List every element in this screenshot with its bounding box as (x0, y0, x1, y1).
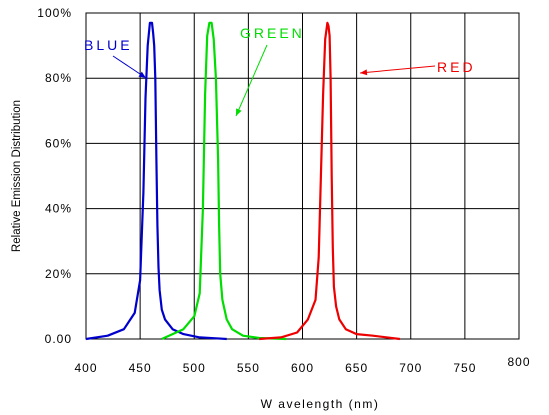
series-arrowhead-green (236, 108, 242, 116)
x-tick-label: 600 (291, 361, 314, 375)
x-tick-label: 450 (129, 361, 152, 375)
y-tick-label: 100% (37, 6, 72, 20)
series-labels: BLUE GREEN RED (84, 25, 476, 117)
y-axis-label: Relative Emission Distribution (11, 100, 23, 252)
grid (86, 13, 519, 339)
series-lines (85, 21, 401, 341)
x-tick-label: 400 (74, 361, 97, 375)
y-tick-label: 40% (45, 202, 72, 216)
y-tick-label: 80% (45, 71, 72, 85)
series-arrow-red (359, 65, 436, 74)
x-tick-labels: 400 450 500 550 600 650 700 750 800 (74, 355, 530, 375)
x-tick-label: 650 (345, 361, 368, 375)
y-tick-label: 20% (45, 267, 72, 281)
x-tick-label: 750 (453, 361, 476, 375)
series-line-blue (85, 21, 227, 341)
y-tick-label: 0.00 (45, 332, 72, 346)
series-arrowhead-blue (138, 71, 146, 78)
plot-frame (85, 12, 520, 340)
x-axis-label: W avelength (nm) (261, 397, 380, 411)
y-tick-label: 60% (45, 136, 72, 150)
series-label-red: RED (437, 59, 476, 75)
series-line-green (161, 21, 287, 341)
x-tick-label: 700 (399, 361, 422, 375)
x-tick-label: 500 (183, 361, 206, 375)
x-tick-label: 550 (237, 361, 260, 375)
series-arrowhead-red (360, 69, 368, 76)
x-tick-label: 800 (507, 355, 530, 369)
series-line-red (259, 21, 401, 341)
y-tick-labels: 0.00 20% 40% 60% 80% 100% (37, 6, 72, 346)
series-label-green: GREEN (240, 25, 305, 41)
series-label-blue: BLUE (84, 37, 133, 53)
series-arrow-green (235, 44, 268, 117)
